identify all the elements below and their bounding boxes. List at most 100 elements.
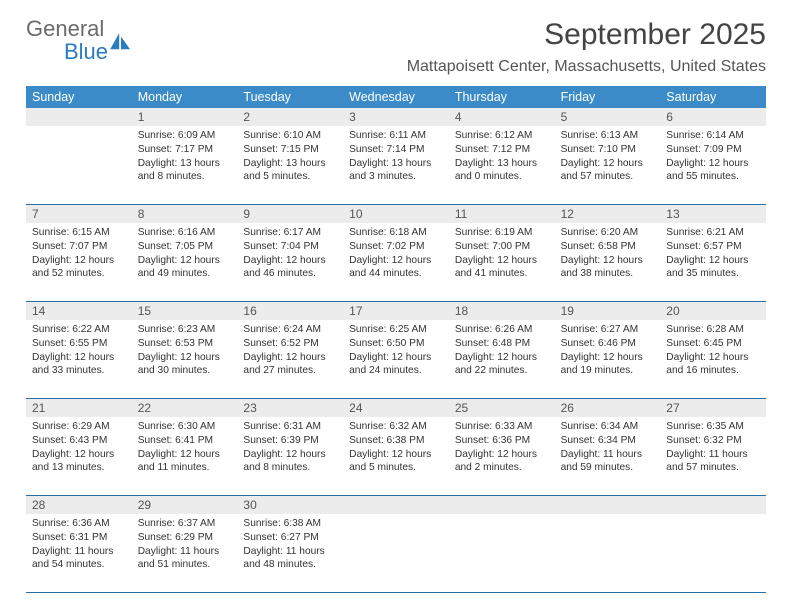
weekday-header: Saturday — [660, 86, 766, 108]
day-number: 24 — [343, 399, 449, 417]
cell-text: Sunrise: 6:27 AMSunset: 6:46 PMDaylight:… — [561, 323, 655, 378]
calendar-cell: Sunrise: 6:37 AMSunset: 6:29 PMDaylight:… — [132, 514, 238, 592]
day-number: 9 — [237, 205, 343, 223]
daylight-text: Daylight: 13 hours and 8 minutes. — [138, 157, 232, 185]
daylight-text: Daylight: 12 hours and 16 minutes. — [666, 351, 760, 379]
sunset-text: Sunset: 6:57 PM — [666, 240, 760, 254]
cell-text: Sunrise: 6:14 AMSunset: 7:09 PMDaylight:… — [666, 129, 760, 184]
weekday-header: Monday — [132, 86, 238, 108]
cell-text: Sunrise: 6:36 AMSunset: 6:31 PMDaylight:… — [32, 517, 126, 572]
calendar-cell — [26, 126, 132, 204]
sunrise-text: Sunrise: 6:38 AM — [243, 517, 337, 531]
calendar-cell: Sunrise: 6:16 AMSunset: 7:05 PMDaylight:… — [132, 223, 238, 301]
day-number: 17 — [343, 302, 449, 320]
sunrise-text: Sunrise: 6:33 AM — [455, 420, 549, 434]
day-number: 2 — [237, 108, 343, 126]
page-title: September 2025 — [407, 18, 766, 52]
day-number: 6 — [660, 108, 766, 126]
weekday-header: Tuesday — [237, 86, 343, 108]
week-row: Sunrise: 6:09 AMSunset: 7:17 PMDaylight:… — [26, 126, 766, 205]
calendar-cell: Sunrise: 6:21 AMSunset: 6:57 PMDaylight:… — [660, 223, 766, 301]
calendar-cell: Sunrise: 6:20 AMSunset: 6:58 PMDaylight:… — [555, 223, 661, 301]
week-block: 14151617181920Sunrise: 6:22 AMSunset: 6:… — [26, 302, 766, 399]
calendar-cell: Sunrise: 6:28 AMSunset: 6:45 PMDaylight:… — [660, 320, 766, 398]
location-text: Mattapoisett Center, Massachusetts, Unit… — [407, 58, 766, 76]
cell-text: Sunrise: 6:17 AMSunset: 7:04 PMDaylight:… — [243, 226, 337, 281]
day-number: 25 — [449, 399, 555, 417]
cell-text: Sunrise: 6:16 AMSunset: 7:05 PMDaylight:… — [138, 226, 232, 281]
day-number: 20 — [660, 302, 766, 320]
day-number: 1 — [132, 108, 238, 126]
daynum-row: 21222324252627 — [26, 399, 766, 417]
sunrise-text: Sunrise: 6:09 AM — [138, 129, 232, 143]
week-block: 78910111213Sunrise: 6:15 AMSunset: 7:07 … — [26, 205, 766, 302]
sunset-text: Sunset: 6:38 PM — [349, 434, 443, 448]
weeks-container: 123456Sunrise: 6:09 AMSunset: 7:17 PMDay… — [26, 108, 766, 593]
cell-text: Sunrise: 6:37 AMSunset: 6:29 PMDaylight:… — [138, 517, 232, 572]
sunrise-text: Sunrise: 6:31 AM — [243, 420, 337, 434]
sunrise-text: Sunrise: 6:21 AM — [666, 226, 760, 240]
daynum-row: 123456 — [26, 108, 766, 126]
sunset-text: Sunset: 7:17 PM — [138, 143, 232, 157]
sunset-text: Sunset: 6:52 PM — [243, 337, 337, 351]
daylight-text: Daylight: 12 hours and 46 minutes. — [243, 254, 337, 282]
daynum-row: 78910111213 — [26, 205, 766, 223]
cell-text: Sunrise: 6:18 AMSunset: 7:02 PMDaylight:… — [349, 226, 443, 281]
sunset-text: Sunset: 7:00 PM — [455, 240, 549, 254]
daylight-text: Daylight: 11 hours and 54 minutes. — [32, 545, 126, 573]
sunrise-text: Sunrise: 6:11 AM — [349, 129, 443, 143]
cell-text: Sunrise: 6:20 AMSunset: 6:58 PMDaylight:… — [561, 226, 655, 281]
calendar-cell: Sunrise: 6:18 AMSunset: 7:02 PMDaylight:… — [343, 223, 449, 301]
sunrise-text: Sunrise: 6:36 AM — [32, 517, 126, 531]
sunset-text: Sunset: 7:02 PM — [349, 240, 443, 254]
cell-text: Sunrise: 6:38 AMSunset: 6:27 PMDaylight:… — [243, 517, 337, 572]
sunset-text: Sunset: 6:50 PM — [349, 337, 443, 351]
daynum-row: 282930 — [26, 496, 766, 514]
sunset-text: Sunset: 6:53 PM — [138, 337, 232, 351]
daylight-text: Daylight: 12 hours and 11 minutes. — [138, 448, 232, 476]
sunset-text: Sunset: 6:46 PM — [561, 337, 655, 351]
cell-text: Sunrise: 6:19 AMSunset: 7:00 PMDaylight:… — [455, 226, 549, 281]
calendar-cell: Sunrise: 6:19 AMSunset: 7:00 PMDaylight:… — [449, 223, 555, 301]
sunrise-text: Sunrise: 6:27 AM — [561, 323, 655, 337]
logo-word1: General — [26, 16, 104, 41]
day-number: 10 — [343, 205, 449, 223]
sunrise-text: Sunrise: 6:10 AM — [243, 129, 337, 143]
calendar-cell: Sunrise: 6:11 AMSunset: 7:14 PMDaylight:… — [343, 126, 449, 204]
sunrise-text: Sunrise: 6:32 AM — [349, 420, 443, 434]
day-number: 8 — [132, 205, 238, 223]
sunrise-text: Sunrise: 6:37 AM — [138, 517, 232, 531]
logo-sail-icon — [110, 33, 132, 51]
sunset-text: Sunset: 7:15 PM — [243, 143, 337, 157]
week-row: Sunrise: 6:36 AMSunset: 6:31 PMDaylight:… — [26, 514, 766, 593]
daynum-row: 14151617181920 — [26, 302, 766, 320]
cell-text: Sunrise: 6:28 AMSunset: 6:45 PMDaylight:… — [666, 323, 760, 378]
sunset-text: Sunset: 7:10 PM — [561, 143, 655, 157]
sunrise-text: Sunrise: 6:34 AM — [561, 420, 655, 434]
sunset-text: Sunset: 6:31 PM — [32, 531, 126, 545]
calendar-cell: Sunrise: 6:34 AMSunset: 6:34 PMDaylight:… — [555, 417, 661, 495]
sunset-text: Sunset: 6:27 PM — [243, 531, 337, 545]
calendar-cell: Sunrise: 6:26 AMSunset: 6:48 PMDaylight:… — [449, 320, 555, 398]
calendar-cell: Sunrise: 6:30 AMSunset: 6:41 PMDaylight:… — [132, 417, 238, 495]
daylight-text: Daylight: 12 hours and 27 minutes. — [243, 351, 337, 379]
day-number: 3 — [343, 108, 449, 126]
title-block: September 2025 Mattapoisett Center, Mass… — [407, 18, 766, 76]
daylight-text: Daylight: 12 hours and 24 minutes. — [349, 351, 443, 379]
calendar-cell: Sunrise: 6:13 AMSunset: 7:10 PMDaylight:… — [555, 126, 661, 204]
daylight-text: Daylight: 12 hours and 49 minutes. — [138, 254, 232, 282]
sunrise-text: Sunrise: 6:13 AM — [561, 129, 655, 143]
sunset-text: Sunset: 6:45 PM — [666, 337, 760, 351]
daylight-text: Daylight: 12 hours and 30 minutes. — [138, 351, 232, 379]
sunrise-text: Sunrise: 6:25 AM — [349, 323, 443, 337]
calendar-cell: Sunrise: 6:27 AMSunset: 6:46 PMDaylight:… — [555, 320, 661, 398]
sunset-text: Sunset: 7:14 PM — [349, 143, 443, 157]
sunset-text: Sunset: 6:43 PM — [32, 434, 126, 448]
daylight-text: Daylight: 12 hours and 41 minutes. — [455, 254, 549, 282]
day-number — [343, 496, 449, 514]
sunset-text: Sunset: 7:12 PM — [455, 143, 549, 157]
calendar-cell — [555, 514, 661, 592]
day-number: 13 — [660, 205, 766, 223]
day-number: 15 — [132, 302, 238, 320]
sunrise-text: Sunrise: 6:26 AM — [455, 323, 549, 337]
